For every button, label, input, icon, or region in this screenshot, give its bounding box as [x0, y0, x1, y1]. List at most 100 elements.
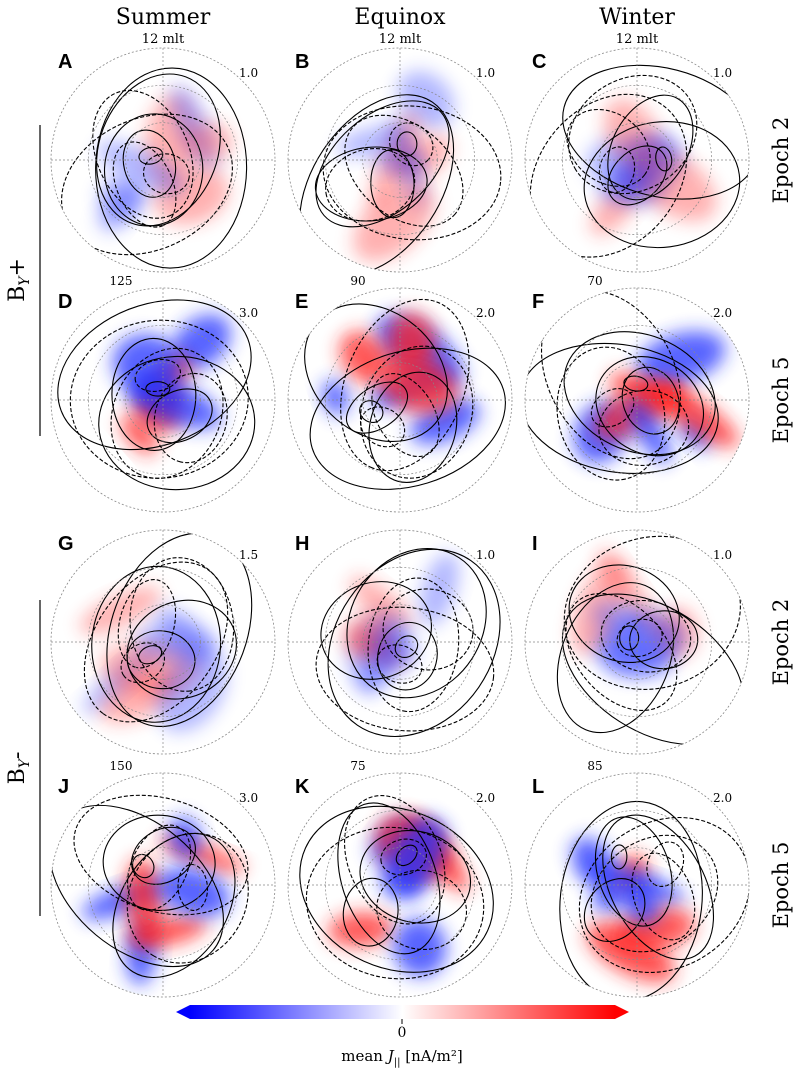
contour — [556, 582, 675, 734]
column-header: Summer — [116, 5, 211, 30]
contour — [583, 121, 741, 249]
panel-border — [50, 47, 276, 273]
label-symbol: J — [385, 1047, 395, 1065]
contour — [153, 372, 228, 464]
polar-panel — [51, 288, 275, 512]
grid-circle — [87, 809, 239, 961]
label-symbol-sub: || — [394, 1057, 401, 1068]
panel-letter: K — [295, 776, 310, 798]
contour — [598, 146, 636, 194]
grid-circle — [87, 84, 239, 236]
contour — [607, 94, 694, 201]
panel-border — [524, 529, 750, 755]
polar-panel — [288, 773, 512, 997]
grid-circle — [561, 324, 713, 476]
contour — [380, 838, 427, 876]
contour — [83, 561, 229, 723]
contour — [126, 599, 237, 700]
mlt-label: 12 mlt — [616, 32, 659, 47]
mlt-label: 12 mlt — [379, 32, 422, 47]
scale-label: 1.0 — [476, 548, 495, 562]
panel-letter: B — [295, 51, 309, 73]
current-blob — [168, 816, 202, 859]
contour — [525, 342, 719, 474]
current-blob — [381, 817, 448, 898]
grid-circle — [561, 566, 713, 718]
polar-panel — [51, 530, 275, 754]
scale-label: 2.0 — [713, 791, 732, 805]
polar-panel — [288, 288, 512, 512]
contour — [371, 373, 440, 458]
polar-panel — [525, 48, 749, 272]
contour — [559, 800, 703, 997]
count-label: 85 — [587, 759, 602, 773]
group-label: BY+ — [5, 258, 33, 302]
contour — [73, 794, 249, 916]
contour — [129, 557, 235, 692]
panel-letter: A — [58, 51, 72, 73]
group-label: BY- — [5, 752, 33, 785]
contour — [621, 366, 680, 435]
contour — [600, 599, 692, 673]
group-tail: + — [5, 258, 30, 276]
grid-circle — [324, 566, 476, 718]
contour — [578, 816, 749, 973]
contour — [583, 878, 646, 942]
scale-label: 2.0 — [713, 306, 732, 320]
contour — [346, 547, 487, 699]
contour — [376, 869, 468, 951]
grid-circle — [324, 809, 476, 961]
column-header: Equinox — [354, 5, 446, 30]
group-sub: Y — [17, 757, 33, 768]
scale-label: 3.0 — [239, 306, 258, 320]
contour — [322, 105, 502, 241]
contour — [146, 388, 213, 444]
contour — [563, 331, 716, 456]
polar-panel — [51, 48, 275, 272]
contour — [595, 816, 673, 927]
contour — [344, 795, 446, 925]
contour — [565, 592, 678, 711]
current-blob — [353, 182, 435, 262]
contour — [345, 381, 409, 434]
grid-circle — [561, 84, 713, 236]
panel-letter: F — [532, 291, 544, 313]
current-blob — [419, 552, 459, 626]
panel-border — [287, 287, 513, 513]
colorbar-label: mean J|| [nA/m²] — [341, 1047, 463, 1069]
row-label: Epoch 5 — [769, 842, 793, 929]
contour — [595, 356, 705, 457]
panel-border — [524, 287, 750, 513]
row-label: Epoch 2 — [769, 117, 793, 204]
contour — [382, 588, 474, 671]
label-prefix: mean — [341, 1047, 383, 1065]
colorbar-tick-label: 0 — [398, 1025, 407, 1041]
contour — [337, 802, 441, 955]
contour — [299, 805, 494, 973]
contour — [395, 844, 418, 867]
contour — [616, 618, 663, 658]
group-main: B — [5, 286, 30, 302]
contour — [396, 131, 418, 157]
panel-letter: C — [532, 51, 546, 73]
grid-circle — [87, 566, 239, 718]
grid-circle — [324, 324, 476, 476]
group-tail: - — [5, 752, 30, 759]
current-blob — [598, 548, 656, 628]
current-blob — [79, 587, 162, 635]
panel-letter: E — [295, 291, 308, 313]
contour — [344, 114, 464, 227]
panel-letter: G — [58, 533, 74, 555]
contour — [305, 826, 485, 980]
current-blob — [125, 857, 164, 943]
contour — [562, 64, 749, 200]
colorbar-end — [615, 1005, 629, 1019]
scale-label: 2.0 — [476, 306, 495, 320]
contour — [646, 841, 685, 887]
colorbar — [190, 1005, 615, 1019]
contour — [359, 345, 474, 479]
contour — [590, 388, 635, 428]
contour — [368, 371, 458, 483]
contour — [655, 146, 673, 172]
